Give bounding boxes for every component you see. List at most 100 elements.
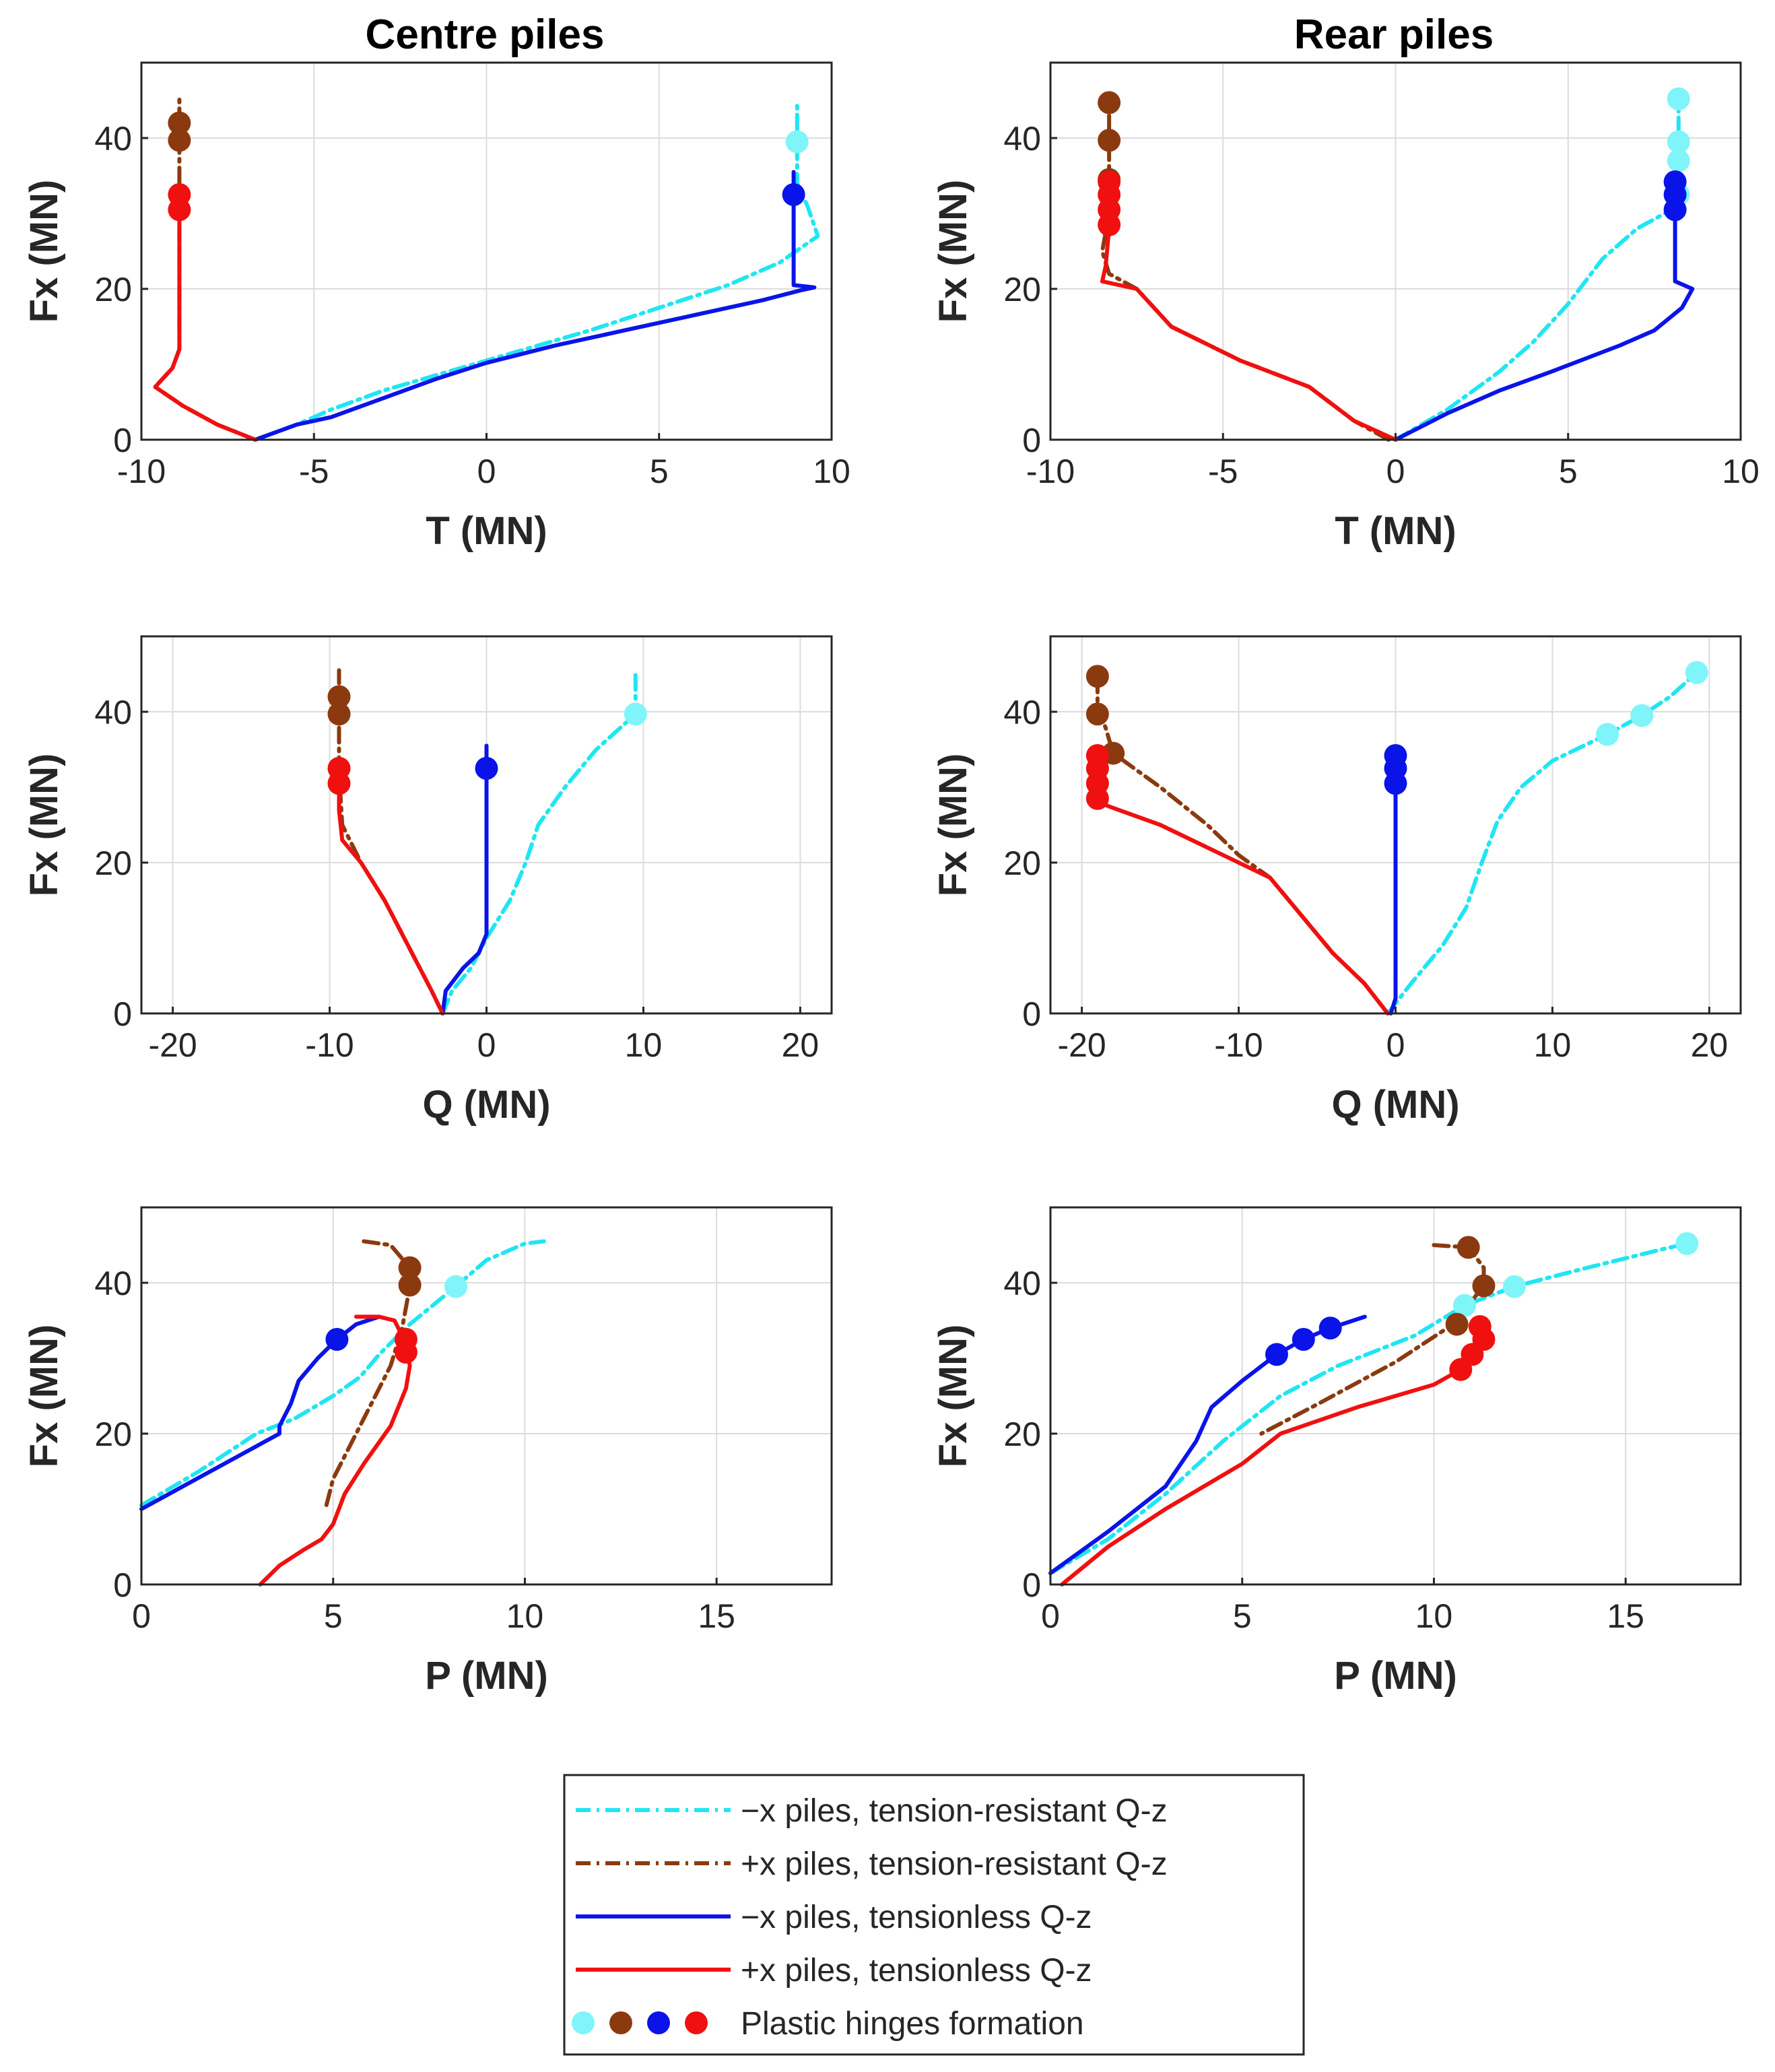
x-tick-label-10: -10 (305, 1026, 354, 1064)
y-tick-label-0: 0 (113, 995, 132, 1033)
y-axis-label: Fx (MN) (22, 180, 66, 323)
hinge-hinge_cyan-0 (1453, 1294, 1476, 1317)
col-title-centre: Centre piles (366, 11, 605, 58)
axes-frame (140, 1206, 833, 1586)
x-axis-label: P (MN) (1334, 1654, 1457, 1698)
x-tick-label-5: 5 (650, 453, 669, 490)
x-tick-label-10: -10 (1026, 453, 1075, 490)
y-tick-label-20: 20 (94, 844, 132, 882)
hinge-red-1 (327, 757, 351, 780)
x-tick-label-0: 0 (1386, 453, 1405, 490)
x-axis-label: P (MN) (425, 1654, 548, 1698)
panel-centre-Q: -20 -10 0 10 20 0 20 40 Q (MN) Fx (MN) (22, 635, 833, 1127)
y-tick-label-40: 40 (1003, 120, 1041, 158)
series-line-brown (153, 94, 258, 442)
hinge-red-3 (1085, 743, 1109, 767)
x-tick-label-5: 5 (1233, 1597, 1252, 1635)
x-tick-label-0: 0 (1386, 1026, 1405, 1064)
x-tick-label-0: 0 (132, 1597, 151, 1635)
col-title-rear: Rear piles (1294, 11, 1494, 58)
y-axis-label: Fx (MN) (22, 1325, 66, 1468)
hinge-hinge_cyan-0 (1595, 723, 1619, 746)
series-line-cyan (139, 1239, 546, 1508)
y-tick-label-40: 40 (94, 1265, 132, 1302)
hinge-brown-2 (1085, 665, 1109, 688)
panel-rear-Q: -20 -10 0 10 20 0 20 40 Q (MN) Fx (MN) (931, 635, 1742, 1127)
hinge-red-3 (1468, 1314, 1492, 1338)
legend: −x piles, tension-resistant Q-z +x piles… (563, 1774, 1305, 2056)
y-tick-label-0: 0 (1022, 1566, 1041, 1604)
x-tick-label-5: 5 (1559, 453, 1578, 490)
x-tick-label-20: -20 (1057, 1026, 1106, 1064)
hinge-brown-1 (1472, 1274, 1496, 1298)
hinge-blue-2 (1663, 170, 1687, 193)
hinge-blue-2 (1318, 1316, 1342, 1340)
series-line-blue (440, 743, 489, 1015)
legend-hinge-blue-dot (647, 2011, 670, 2034)
hinge-blue-0 (475, 757, 498, 780)
legend-label-red: +x piles, tensionless Q-z (741, 1953, 1092, 1989)
x-axis-label: Q (MN) (1331, 1083, 1459, 1127)
series-line-red (337, 766, 445, 1015)
panel-centre-T: -10 -5 0 5 10 0 20 40 T (MN) Fx (MN) (22, 61, 850, 553)
x-tick-label-10: 10 (1415, 1597, 1453, 1635)
hinge-hinge_cyan-1 (1503, 1275, 1527, 1298)
x-tick-label-10: -10 (1214, 1026, 1263, 1064)
y-tick-label-20: 20 (94, 1415, 132, 1453)
series-line-cyan (253, 98, 820, 442)
series-line-brown (323, 1239, 412, 1511)
y-axis-label: Fx (MN) (22, 754, 66, 897)
x-tick-label-20: -20 (148, 1026, 197, 1064)
y-tick-label-0: 0 (113, 422, 132, 459)
series-line-red (258, 1314, 412, 1586)
y-tick-label-20: 20 (1003, 844, 1041, 882)
hinge-brown-2 (1098, 91, 1121, 114)
x-tick-label-5: 5 (324, 1597, 343, 1635)
legend-label-hinges: Plastic hinges formation (741, 2006, 1084, 2042)
hinge-brown-1 (1085, 702, 1109, 726)
hinge-hinge_cyan-0 (624, 702, 647, 726)
series-line-red (1060, 1325, 1486, 1586)
hinge-brown-2 (1456, 1236, 1480, 1259)
hinge-red-1 (168, 183, 191, 206)
y-tick-label-20: 20 (94, 271, 132, 308)
series-line-cyan (1048, 1241, 1689, 1576)
hinge-hinge_cyan-2 (1667, 130, 1690, 154)
y-tick-label-0: 0 (1022, 422, 1041, 459)
hinge-red-1 (394, 1328, 417, 1351)
hinge-blue-0 (1265, 1343, 1288, 1366)
y-tick-label-40: 40 (1003, 1265, 1041, 1302)
series-line-brown (1100, 98, 1391, 442)
series-line-blue (139, 1314, 382, 1511)
series-line-brown (337, 668, 445, 1015)
series-line-red (1100, 181, 1398, 442)
x-tick-label-10: 10 (506, 1597, 544, 1635)
legend-hinge-red-dot (685, 2011, 708, 2034)
hinge-brown-1 (398, 1256, 422, 1279)
x-tick-label-15: 15 (1607, 1597, 1644, 1635)
x-tick-label-10: 10 (1722, 453, 1760, 490)
x-tick-label-10: 10 (1534, 1026, 1572, 1064)
series-line-blue (1048, 1314, 1367, 1576)
x-axis-label: T (MN) (426, 509, 547, 553)
y-tick-label-0: 0 (113, 1566, 132, 1604)
legend-label-brown: +x piles, tension-resistant Q-z (741, 1846, 1168, 1882)
hinge-brown-0 (327, 702, 351, 726)
panel-rear-P: 0 5 10 15 0 20 40 P (MN) Fx (MN) (931, 1206, 1742, 1698)
hinge-brown-1 (168, 111, 191, 135)
y-tick-label-40: 40 (1003, 694, 1041, 731)
y-tick-label-40: 40 (94, 120, 132, 158)
hinge-hinge_cyan-2 (1675, 1232, 1699, 1255)
x-tick-label-0: 0 (477, 1026, 496, 1064)
x-tick-label-10: 10 (625, 1026, 663, 1064)
series-line-blue (1388, 751, 1398, 1015)
series-line-cyan (440, 668, 638, 1015)
legend-label-cyan: −x piles, tension-resistant Q-z (741, 1793, 1168, 1829)
x-tick-label-20: 20 (782, 1026, 819, 1064)
y-tick-label-20: 20 (1003, 1415, 1041, 1453)
hinge-hinge_cyan-1 (1630, 704, 1654, 727)
x-tick-label-10: -10 (117, 453, 166, 490)
x-tick-label-0: 0 (1041, 1597, 1060, 1635)
axes-frame (1049, 1206, 1742, 1586)
